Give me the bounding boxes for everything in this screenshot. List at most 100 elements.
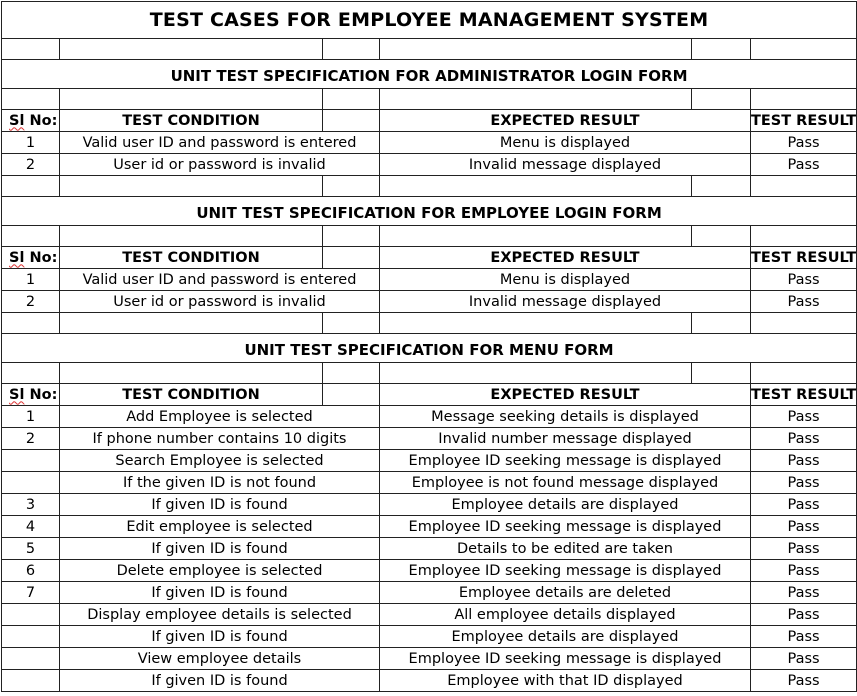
expected-cell[interactable]: Employee details are deleted	[379, 581, 751, 604]
condition-cell[interactable]: Valid user ID and password is entered	[59, 268, 380, 291]
empty-cell[interactable]	[749, 88, 857, 110]
expected-header[interactable]: EXPECTED RESULT	[379, 109, 751, 132]
result-cell[interactable]: Pass	[749, 493, 857, 516]
empty-cell[interactable]	[379, 362, 692, 384]
empty-cell[interactable]	[322, 175, 380, 197]
empty-cell[interactable]	[379, 175, 692, 197]
sheet-title[interactable]: TEST CASES FOR EMPLOYEE MANAGEMENT SYSTE…	[0, 1, 857, 39]
condition-cell[interactable]: Delete employee is selected	[59, 559, 380, 582]
empty-cell[interactable]	[59, 175, 323, 197]
expected-cell[interactable]: Employee ID seeking message is displayed	[379, 515, 751, 538]
empty-cell[interactable]	[1, 225, 60, 247]
expected-cell[interactable]: All employee details displayed	[379, 603, 751, 626]
condition-cell[interactable]: Search Employee is selected	[59, 449, 380, 472]
condition-cell[interactable]: Add Employee is selected	[59, 405, 380, 428]
result-cell[interactable]: Pass	[749, 669, 857, 692]
result-cell[interactable]: Pass	[749, 537, 857, 560]
condition-cell[interactable]: If given ID is found	[59, 581, 380, 604]
empty-cell[interactable]	[1, 88, 60, 110]
expected-cell[interactable]: Invalid message displayed	[379, 153, 751, 176]
empty-cell[interactable]	[379, 312, 692, 334]
empty-cell[interactable]	[322, 312, 380, 334]
sl-no-cell[interactable]: 1	[1, 405, 60, 428]
empty-cell[interactable]	[59, 362, 323, 384]
expected-cell[interactable]: Employee with that ID displayed	[379, 669, 751, 692]
condition-cell[interactable]: If the given ID is not found	[59, 471, 380, 494]
empty-cell[interactable]	[379, 38, 692, 60]
sl-no-cell[interactable]: 2	[1, 153, 60, 176]
empty-cell[interactable]	[691, 312, 751, 334]
empty-cell[interactable]	[322, 38, 380, 60]
result-cell[interactable]: Pass	[749, 405, 857, 428]
sl-no-header[interactable]: Sl No:	[1, 109, 60, 132]
empty-cell[interactable]	[322, 362, 380, 384]
sl-no-header[interactable]: Sl No:	[1, 246, 60, 269]
condition-cell[interactable]: If given ID is found	[59, 625, 380, 648]
empty-cell[interactable]	[749, 38, 857, 60]
result-cell[interactable]: Pass	[749, 268, 857, 291]
sl-no-cell[interactable]	[1, 625, 60, 648]
result-cell[interactable]: Pass	[749, 471, 857, 494]
sl-no-cell[interactable]	[1, 647, 60, 670]
expected-cell[interactable]: Details to be edited are taken	[379, 537, 751, 560]
condition-cell[interactable]: If given ID is found	[59, 493, 380, 516]
expected-cell[interactable]: Employee ID seeking message is displayed	[379, 647, 751, 670]
empty-cell[interactable]	[691, 225, 751, 247]
empty-cell[interactable]	[1, 38, 60, 60]
empty-cell[interactable]	[749, 362, 857, 384]
condition-cell[interactable]: Valid user ID and password is entered	[59, 131, 380, 154]
empty-cell[interactable]	[322, 246, 380, 269]
sl-no-cell[interactable]: 4	[1, 515, 60, 538]
empty-cell[interactable]	[379, 225, 692, 247]
empty-cell[interactable]	[691, 362, 751, 384]
empty-cell[interactable]	[691, 88, 751, 110]
expected-cell[interactable]: Menu is displayed	[379, 131, 751, 154]
empty-cell[interactable]	[322, 109, 380, 132]
sl-no-header[interactable]: Sl No:	[1, 383, 60, 406]
condition-cell[interactable]: If given ID is found	[59, 537, 380, 560]
condition-cell[interactable]: View employee details	[59, 647, 380, 670]
expected-cell[interactable]: Employee ID seeking message is displayed	[379, 559, 751, 582]
empty-cell[interactable]	[749, 225, 857, 247]
result-cell[interactable]: Pass	[749, 559, 857, 582]
sl-no-cell[interactable]	[1, 449, 60, 472]
result-cell[interactable]: Pass	[749, 625, 857, 648]
condition-cell[interactable]: If phone number contains 10 digits	[59, 427, 380, 450]
sl-no-cell[interactable]: 3	[1, 493, 60, 516]
expected-cell[interactable]: Menu is displayed	[379, 268, 751, 291]
expected-cell[interactable]: Employee details are displayed	[379, 625, 751, 648]
expected-cell[interactable]: Message seeking details is displayed	[379, 405, 751, 428]
result-header[interactable]: TEST RESULT	[749, 383, 857, 406]
empty-cell[interactable]	[322, 225, 380, 247]
condition-cell[interactable]: User id or password is invalid	[59, 290, 380, 313]
empty-cell[interactable]	[1, 175, 60, 197]
expected-cell[interactable]: Invalid number message displayed	[379, 427, 751, 450]
sl-no-cell[interactable]: 2	[1, 427, 60, 450]
empty-cell[interactable]	[749, 175, 857, 197]
empty-cell[interactable]	[1, 362, 60, 384]
section-title[interactable]: UNIT TEST SPECIFICATION FOR MENU FORM	[0, 333, 857, 363]
expected-cell[interactable]: Employee ID seeking message is displayed	[379, 449, 751, 472]
empty-cell[interactable]	[322, 88, 380, 110]
condition-cell[interactable]: Edit employee is selected	[59, 515, 380, 538]
sl-no-cell[interactable]: 6	[1, 559, 60, 582]
result-cell[interactable]: Pass	[749, 153, 857, 176]
result-cell[interactable]: Pass	[749, 647, 857, 670]
result-cell[interactable]: Pass	[749, 427, 857, 450]
condition-cell[interactable]: User id or password is invalid	[59, 153, 380, 176]
expected-header[interactable]: EXPECTED RESULT	[379, 383, 751, 406]
result-header[interactable]: TEST RESULT	[749, 109, 857, 132]
empty-cell[interactable]	[59, 88, 323, 110]
condition-cell[interactable]: Display employee details is selected	[59, 603, 380, 626]
result-cell[interactable]: Pass	[749, 131, 857, 154]
sl-no-cell[interactable]: 2	[1, 290, 60, 313]
empty-cell[interactable]	[59, 225, 323, 247]
empty-cell[interactable]	[59, 312, 323, 334]
sl-no-cell[interactable]	[1, 471, 60, 494]
sl-no-cell[interactable]: 1	[1, 131, 60, 154]
sl-no-cell[interactable]: 5	[1, 537, 60, 560]
expected-cell[interactable]: Employee is not found message displayed	[379, 471, 751, 494]
empty-cell[interactable]	[379, 88, 692, 110]
sl-no-cell[interactable]: 7	[1, 581, 60, 604]
empty-cell[interactable]	[749, 312, 857, 334]
